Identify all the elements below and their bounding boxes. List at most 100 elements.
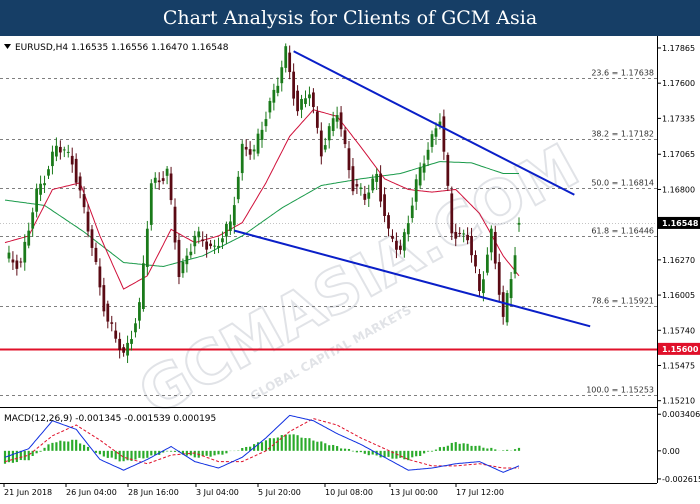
- candle-body: [58, 146, 62, 153]
- candle-body: [513, 255, 517, 274]
- candle-body: [462, 233, 466, 235]
- candle-body: [296, 90, 299, 112]
- candle-body: [474, 254, 477, 267]
- candle-body: [422, 163, 426, 173]
- candle-body: [375, 173, 379, 182]
- candle-body: [23, 241, 27, 263]
- candle-body: [426, 149, 430, 160]
- candle-body: [221, 238, 224, 243]
- candle-body: [288, 52, 292, 73]
- dropdown-triangle-icon[interactable]: [4, 44, 11, 49]
- candle-body: [86, 211, 90, 232]
- candle-body: [153, 177, 157, 183]
- price-axis-label: 1.17865: [662, 44, 695, 53]
- candle-body: [193, 235, 197, 247]
- candle-body: [31, 212, 35, 229]
- current-price-tag-text: 1.16548: [662, 219, 699, 228]
- candle-body: [343, 130, 347, 145]
- candle-body: [347, 148, 351, 171]
- candle-body: [367, 192, 371, 199]
- candle-body: [39, 183, 42, 195]
- candle-body: [517, 222, 521, 225]
- candle-body: [414, 179, 418, 202]
- candle-body: [134, 323, 137, 333]
- candle-body: [450, 193, 454, 234]
- candle-body: [240, 143, 244, 174]
- candle-body: [434, 128, 438, 137]
- candle-body: [268, 101, 272, 113]
- time-axis-label: 28 Jun 16:00: [128, 488, 179, 497]
- candle-body: [359, 187, 363, 190]
- candle-body: [276, 85, 280, 93]
- channel-lower-trendline: [234, 229, 591, 328]
- candle-body: [438, 121, 442, 127]
- candle-body: [225, 224, 228, 237]
- candle-body: [228, 221, 232, 231]
- candle-body: [130, 339, 133, 344]
- candle-body: [466, 234, 469, 241]
- candle-body: [323, 145, 327, 150]
- price-axis[interactable]: 1.17865 1.17600 1.17335 1.17065 1.16800 1.165…: [657, 44, 700, 406]
- channel-upper-trendline: [293, 50, 575, 196]
- time-axis-label: 13 Jul 00:00: [390, 488, 438, 497]
- macd-axis-label: 0.00: [662, 447, 680, 456]
- candle-body: [232, 205, 236, 226]
- candle-body: [201, 239, 205, 242]
- chart-background: [0, 36, 700, 500]
- candle-body: [248, 149, 252, 155]
- price-chart[interactable]: GCMASIA.COM GLOBAL CAPITAL MARKETS 23.6 …: [0, 36, 700, 500]
- candle-body: [118, 338, 122, 351]
- candle-body: [114, 330, 118, 339]
- candle-body: [256, 133, 260, 154]
- ma-fast-line: [4, 109, 520, 290]
- trend-channel[interactable]: [234, 50, 591, 328]
- price-axis-label: 1.16800: [662, 185, 695, 194]
- price-axis-label: 1.15210: [662, 397, 695, 406]
- candle-body: [47, 169, 50, 176]
- fib-level-label: 38.2 = 1.17182: [591, 130, 654, 139]
- candle-body: [244, 146, 248, 150]
- candle-body: [169, 173, 173, 201]
- candle-body: [236, 176, 240, 200]
- candle-body: [70, 155, 74, 165]
- candle-body: [189, 251, 193, 256]
- candlesticks: [7, 43, 521, 364]
- candle-body: [209, 243, 212, 247]
- candle-body: [446, 154, 450, 186]
- chart-terminal[interactable]: GCMASIA.COM GLOBAL CAPITAL MARKETS 23.6 …: [0, 36, 700, 500]
- time-axis-label: 26 Jun 04:00: [66, 488, 117, 497]
- candle-body: [102, 285, 106, 312]
- macd-axis-label: -0.002615: [662, 475, 700, 484]
- candle-body: [15, 260, 19, 269]
- candle-body: [55, 145, 58, 157]
- candle-body: [399, 245, 402, 250]
- candle-body: [205, 241, 209, 250]
- candle-body: [62, 149, 66, 151]
- fib-level-label: 100.0 = 1.15253: [586, 386, 654, 395]
- candle-body: [110, 322, 114, 324]
- candle-body: [185, 255, 189, 265]
- candle-body: [145, 228, 149, 267]
- macd-main-line: [4, 414, 520, 473]
- candle-body: [272, 89, 276, 103]
- candle-body: [410, 205, 414, 219]
- time-axis[interactable]: 21 Jun 2018 26 Jun 04:00 28 Jun 16:00 3 Jul…: [3, 483, 504, 497]
- candle-body: [217, 245, 220, 248]
- candle-body: [252, 149, 256, 152]
- candle-body: [339, 112, 343, 130]
- candle-body: [482, 279, 485, 294]
- candle-body: [7, 252, 11, 259]
- candle-body: [161, 178, 165, 181]
- candle-body: [82, 194, 86, 208]
- candle-body: [284, 46, 288, 68]
- time-axis-label: 3 Jul 04:00: [196, 488, 239, 497]
- support-price-tag-text: 1.15600: [662, 345, 699, 354]
- candle-body: [470, 235, 473, 256]
- candle-body: [122, 347, 125, 353]
- support-price-tag: [658, 342, 700, 355]
- symbol-info-line: EURUSD,H4 1.16535 1.16556 1.16470 1.1654…: [4, 43, 229, 53]
- price-axis-label: 1.15740: [662, 326, 695, 335]
- fib-level-label: 23.6 = 1.17638: [591, 69, 654, 78]
- symbol-info-text: EURUSD,H4 1.16535 1.16556 1.16470 1.1654…: [15, 43, 229, 53]
- candle-body: [308, 94, 311, 99]
